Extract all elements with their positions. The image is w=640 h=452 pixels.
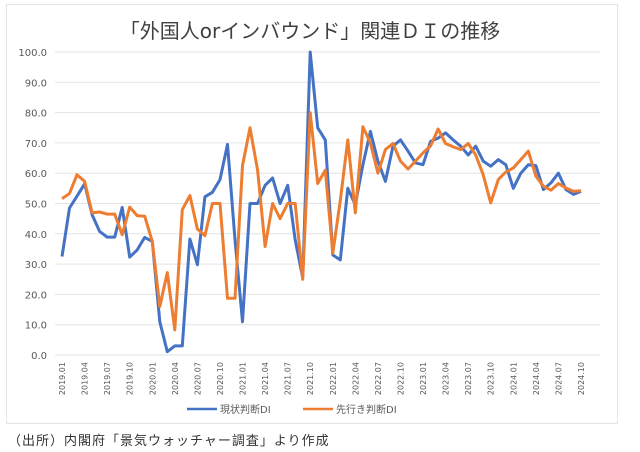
x-tick-label: 2019.10 bbox=[126, 362, 135, 395]
y-axis: 0.0 10.0 20.0 30.0 40.0 50.0 60.0 70.0 80.0 90.0 1… bbox=[18, 48, 47, 362]
x-tick-label: 2023.07 bbox=[464, 362, 473, 395]
x-tick-label: 2020.01 bbox=[148, 362, 157, 395]
y-tick-label: 30.0 bbox=[25, 260, 47, 271]
series-line-current bbox=[60, 50, 582, 354]
x-tick-label: 2021.10 bbox=[306, 362, 315, 395]
x-tick-label: 2023.10 bbox=[487, 362, 496, 395]
chart-frame bbox=[6, 4, 618, 424]
y-tick-label: 60.0 bbox=[25, 169, 47, 180]
x-tick-label: 2022.01 bbox=[329, 362, 338, 395]
x-axis: 2019.01 2019.04 2019.07 2019.10 2020.01 2020.… bbox=[58, 362, 586, 395]
legend: 現状判断DI 先行き判断DI bbox=[187, 403, 397, 416]
x-tick-label: 2024.10 bbox=[577, 362, 586, 395]
source-note: （出所）内閣府「景気ウォッチャー調査」より作成 bbox=[8, 434, 330, 449]
x-tick-label: 2021.04 bbox=[261, 362, 270, 395]
y-tick-label: 50.0 bbox=[25, 200, 47, 211]
series-line-outlook bbox=[61, 111, 582, 332]
x-tick-label: 2022.10 bbox=[396, 362, 405, 395]
x-tick-label: 2021.07 bbox=[284, 362, 293, 395]
x-tick-label: 2022.07 bbox=[374, 362, 383, 395]
y-tick-label: 0.0 bbox=[31, 351, 47, 362]
x-tick-label: 2019.01 bbox=[58, 362, 67, 395]
legend-label: 先行き判断DI bbox=[336, 403, 397, 416]
x-tick-label: 2021.01 bbox=[239, 362, 248, 395]
gridlines bbox=[55, 51, 600, 356]
x-tick-label: 2024.01 bbox=[509, 362, 518, 395]
x-tick-label: 2020.10 bbox=[216, 362, 225, 395]
x-tick-label: 2020.07 bbox=[193, 362, 202, 395]
x-tick-label: 2019.04 bbox=[81, 362, 90, 395]
y-tick-label: 10.0 bbox=[25, 321, 47, 332]
x-tick-label: 2023.01 bbox=[419, 362, 428, 395]
series-lines bbox=[60, 50, 582, 354]
y-tick-label: 70.0 bbox=[25, 139, 47, 150]
y-tick-label: 90.0 bbox=[25, 78, 47, 89]
y-tick-label: 40.0 bbox=[25, 230, 47, 241]
x-tick-label: 2022.04 bbox=[351, 362, 360, 395]
x-tick-label: 2020.04 bbox=[171, 362, 180, 395]
y-tick-label: 20.0 bbox=[25, 290, 47, 301]
x-tick-label: 2024.04 bbox=[532, 362, 541, 395]
y-tick-label: 80.0 bbox=[25, 109, 47, 120]
x-tick-label: 2019.07 bbox=[103, 362, 112, 395]
legend-label: 現状判断DI bbox=[220, 403, 271, 416]
x-tick-label: 2024.07 bbox=[554, 362, 563, 395]
y-tick-label: 100.0 bbox=[18, 48, 47, 59]
chart-title: 「外国人orインバウンド」関連ＤＩの推移 bbox=[120, 19, 500, 43]
x-tick-label: 2023.04 bbox=[442, 362, 451, 395]
